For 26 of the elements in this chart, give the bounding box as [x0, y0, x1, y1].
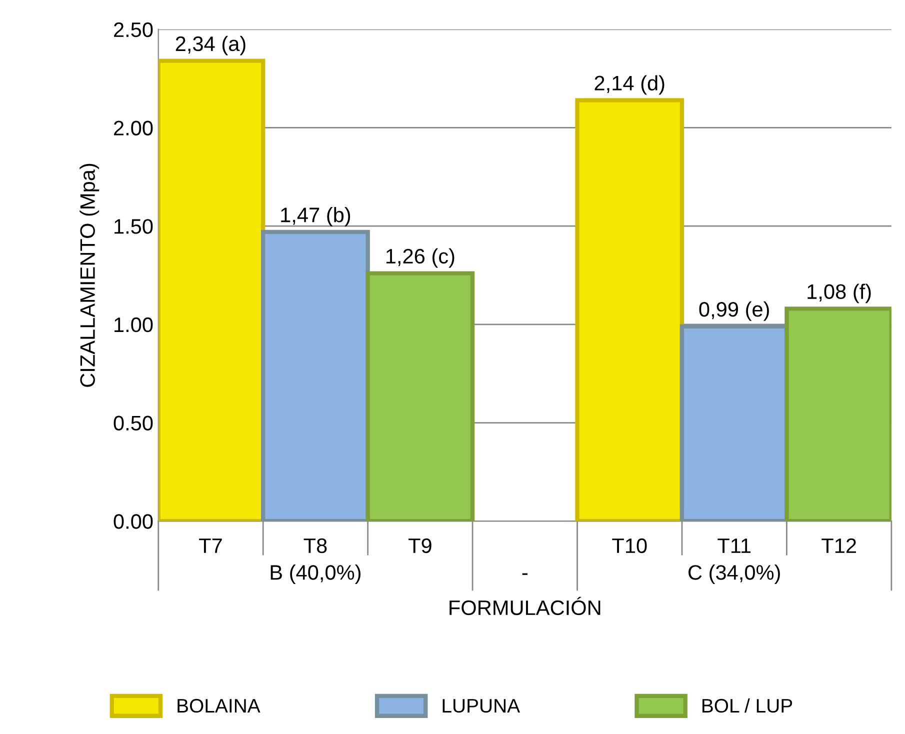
text: B (40,0%): [270, 564, 360, 584]
y-axis-title: CIZALLAMIENTO (Mpa): [80, 164, 100, 387]
y-tick-label: 1.50: [114, 219, 153, 234]
text: -: [522, 573, 528, 575]
data-label: 0,99 (e): [699, 301, 769, 321]
text: C (34,0%): [688, 564, 780, 584]
y-tick-label: 2.00: [114, 120, 153, 136]
x-tick-label: T10: [612, 538, 647, 554]
legend-label: BOLAINA: [178, 698, 260, 713]
x-tick-label: T7: [199, 538, 222, 553]
data-label: 1,26 (c): [386, 248, 454, 268]
y-tick-label: 0.50: [114, 416, 153, 431]
legend-label: LUPUNA: [442, 699, 520, 713]
y-tick-label: 2.50: [114, 22, 153, 38]
data-label: 1,47 (b): [281, 206, 350, 226]
data-label: 2,34 (a): [176, 36, 246, 56]
x-axis-title: FORMULACIÓN: [450, 596, 600, 616]
data-label: 2,14 (d): [594, 75, 664, 95]
x-tick-label: T11: [718, 538, 751, 553]
y-tick-label: 0.00: [114, 514, 153, 529]
x-tick-label: T8: [304, 538, 327, 554]
x-tick-label: T9: [408, 538, 432, 554]
x-tick-label: T12: [822, 538, 856, 553]
legend-label: BOL / LUP: [702, 698, 792, 713]
data-label: 1,08 (f): [808, 284, 871, 304]
y-tick-label: 1.00: [114, 317, 153, 332]
